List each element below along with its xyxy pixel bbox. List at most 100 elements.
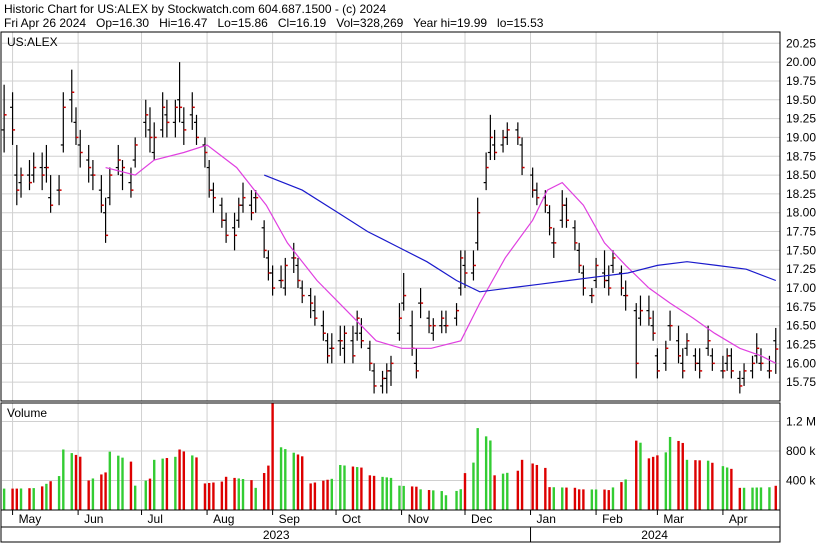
ohlc-bar [572, 220, 578, 251]
volume-bar [262, 473, 266, 510]
volume-bar [191, 455, 194, 510]
volume-bar [516, 470, 520, 510]
ohlc-bar [650, 310, 656, 341]
ohlc-bar [177, 62, 183, 123]
ohlc-bar [10, 92, 16, 145]
ohlc-bar [232, 212, 238, 251]
price-tick-label: 17.25 [786, 262, 816, 276]
volume-bar [738, 487, 742, 510]
ohlc-bar [593, 257, 599, 289]
long-moving-average-line [263, 174, 777, 293]
volume-bar [11, 488, 14, 510]
ohlc-bar [519, 137, 525, 176]
volume-bar [250, 480, 253, 510]
ohlc-bar [646, 295, 652, 326]
price-tick-label: 16.50 [786, 319, 816, 333]
volume-bar [174, 456, 177, 510]
ohlc-bar [90, 160, 96, 191]
volume-bar [730, 468, 733, 510]
volume-bar [271, 403, 274, 510]
volume-tick-label: 800 k [786, 444, 816, 458]
ohlc-bar [728, 348, 734, 379]
volume-bar [493, 475, 496, 510]
month-tick-label: Feb [602, 512, 623, 526]
volume-bar [339, 464, 342, 510]
volume-bar [224, 476, 228, 510]
volume-bar [751, 487, 754, 510]
chart-header-quote: Fri Apr 26 2024 Op=16.30 Hi=16.47 Lo=15.… [4, 16, 544, 30]
volume-bar [207, 482, 211, 510]
volume-bar [351, 466, 355, 510]
ohlc-bar [194, 114, 199, 145]
volume-bar [355, 467, 359, 510]
volume-bar [148, 478, 152, 510]
moving-average-lines [105, 144, 777, 364]
ohlc-bar [240, 182, 246, 213]
volume-bar [472, 462, 475, 510]
ohlc-bar [741, 363, 747, 386]
ohlc-bar [270, 265, 276, 296]
price-panel-frame [0, 31, 781, 402]
volume-bar [582, 489, 585, 510]
ohlc-bar [692, 348, 698, 371]
volume-bar [254, 487, 257, 510]
ohlc-bar [14, 144, 20, 206]
volume-bar [233, 477, 236, 510]
price-tick-label: 17.50 [786, 243, 816, 257]
ohlc-bar [475, 197, 481, 251]
ohlc-bar [697, 348, 703, 379]
volume-axis: 1.2 M 800 k 400 k [786, 414, 816, 487]
ohlc-bar [325, 333, 331, 364]
month-tick-label: Jun [84, 512, 103, 526]
volume-bar [552, 487, 555, 510]
volume-bar [685, 459, 689, 510]
ohlc-bar [458, 250, 464, 296]
ohlc-bar [758, 348, 764, 371]
month-tick-label: Jan [537, 512, 556, 526]
ohlc-bar [443, 310, 449, 334]
ohlc-bar [606, 265, 612, 296]
ohlc-bar [667, 310, 673, 341]
ohlc-bar [295, 257, 301, 289]
ohlc-bar [202, 137, 208, 168]
volume-bar [161, 458, 164, 510]
volume-bar [594, 489, 598, 510]
ohlc-bar [367, 340, 373, 371]
ohlc-bar [18, 167, 24, 198]
price-tick-label: 19.50 [786, 93, 816, 107]
volume-bar [19, 488, 23, 510]
month-tick-label: Sep [279, 512, 301, 526]
volume-bar [531, 463, 534, 510]
ohlc-bar [160, 92, 166, 138]
ohlc-bar [354, 310, 360, 341]
ohlc-bar [265, 250, 271, 281]
volume-bar [40, 486, 44, 510]
volume-bar [322, 480, 325, 510]
price-tick-label: 19.75 [786, 74, 816, 88]
volume-bar [694, 460, 697, 510]
price-tick-label: 16.00 [786, 356, 816, 370]
ohlc-bar [56, 175, 62, 206]
ohlc-bar [413, 348, 419, 379]
volume-bar [104, 472, 107, 510]
ohlc-bar [618, 265, 624, 296]
volume-bar [220, 481, 224, 510]
volume-bar [372, 475, 376, 510]
volume-bar [309, 483, 312, 510]
volume-bar [195, 457, 198, 510]
volume-bar [178, 449, 181, 510]
volume-bar [677, 440, 680, 510]
year-label: 2023 [263, 528, 290, 542]
ohlc-bar [172, 99, 178, 138]
volume-bar [385, 477, 388, 510]
ohlc-bar [164, 99, 170, 138]
volume-bar [87, 480, 90, 510]
ohlc-bar [388, 355, 394, 386]
volume-bar [590, 489, 594, 510]
volume-bar [577, 489, 581, 510]
ohlc-bar [559, 190, 565, 228]
volume-bar [611, 487, 615, 510]
ohlc-bar [151, 122, 157, 161]
volume-bar [455, 490, 458, 510]
